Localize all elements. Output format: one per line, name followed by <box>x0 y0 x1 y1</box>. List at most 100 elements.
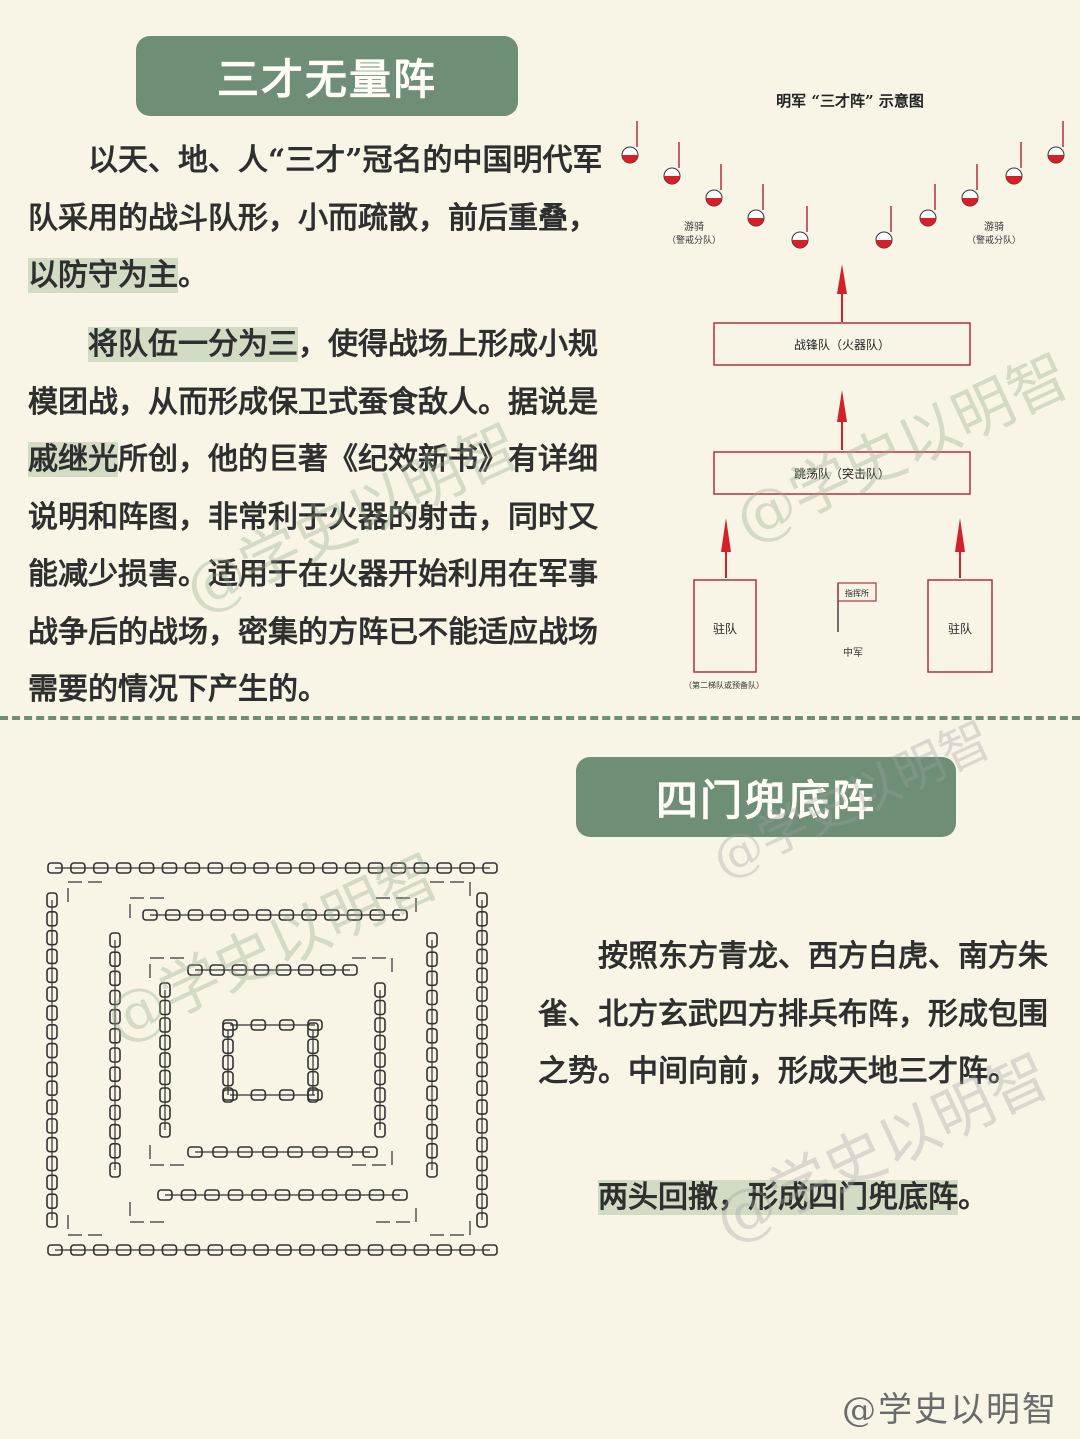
soldier-link-icon <box>287 1146 303 1158</box>
soldier-link-icon <box>476 1061 488 1078</box>
soldier-link-icon <box>476 967 488 984</box>
garrison-note: （第二梯队或预备队） <box>684 680 764 690</box>
soldier-link-icon <box>109 970 121 987</box>
soldier-link-icon <box>476 929 488 946</box>
soldier-link-icon <box>426 1047 438 1063</box>
soldier-link-icon <box>210 909 226 921</box>
highlight-defense: 以防守为主 <box>28 258 178 293</box>
soldier-link-icon <box>230 1244 246 1256</box>
soldier-link-icon <box>109 1085 121 1102</box>
soldier-link-icon <box>46 967 58 984</box>
soldier-link-icon <box>207 1244 224 1256</box>
soldier-link-icon <box>250 1019 267 1031</box>
soldier-link-icon <box>46 1061 58 1078</box>
garrison-right-box <box>927 579 993 673</box>
soldier-link-icon <box>222 1070 234 1087</box>
soldier-link-icon <box>426 1028 438 1044</box>
soldier-link-icon <box>476 892 488 908</box>
vanguard-label: 战锋队（火器队） <box>794 337 890 352</box>
soldier-link-icon <box>251 1189 267 1201</box>
section1-title: 三才无量阵 <box>136 36 518 116</box>
soldier-link-icon <box>222 1087 234 1103</box>
soldier-link-icon <box>233 909 249 921</box>
soldier-link-icon <box>46 1193 58 1209</box>
soldier-link-icon <box>459 1244 475 1256</box>
soldier-link-icon <box>159 982 171 998</box>
soldier-link-icon <box>298 1189 314 1201</box>
soldier-link-icon <box>231 964 248 976</box>
soldier-link-icon <box>187 909 204 921</box>
soldier-link-icon <box>46 1136 58 1153</box>
soldier-link-icon <box>46 1212 58 1228</box>
soldier-link-icon <box>307 1022 319 1038</box>
text-segment: 。 <box>958 1180 988 1215</box>
soldier-link-icon <box>344 862 361 874</box>
soldier-link-icon <box>321 1189 338 1201</box>
soldier-link-icon <box>374 1034 386 1051</box>
soldier-link-icon <box>476 1212 488 1228</box>
soldier-link-icon <box>459 862 475 874</box>
soldier-link-icon <box>159 1017 171 1033</box>
soldier-link-icon <box>392 909 408 921</box>
soldier-link-icon <box>46 1042 58 1059</box>
scout-right-sublabel: （警戒分队） <box>967 234 1021 246</box>
soldier-link-icon <box>46 1080 58 1097</box>
soldier-link-icon <box>392 1189 408 1201</box>
soldier-link-icon <box>204 1189 220 1201</box>
soldier-link-icon <box>109 1047 121 1063</box>
soldier-link-icon <box>342 964 358 976</box>
soldier-link-icon <box>426 1162 438 1178</box>
soldier-link-icon <box>374 982 386 998</box>
soldier-link-icon <box>46 948 58 965</box>
soldier-link-icon <box>426 1066 438 1082</box>
text-segment: 以天、地、人“三才”冠名的中国明代军队采用的战斗队形，小而疏散，前后重叠， <box>28 143 603 236</box>
author-signature: @学史以明智 <box>842 1390 1058 1430</box>
soldier-link-icon <box>46 1005 58 1021</box>
soldier-link-icon <box>476 1136 488 1153</box>
soldier-link-icon <box>253 1244 269 1256</box>
soldier-link-icon <box>142 909 158 921</box>
soldier-link-icon <box>374 999 386 1016</box>
arrow-up-icon <box>955 518 965 552</box>
section2-paragraph-1: 按照东方青龙、西方白虎、南方朱雀、北方玄武四方排兵布阵，形成包围之势。中间向前，… <box>538 939 1048 1089</box>
soldier-link-icon <box>275 964 292 976</box>
soldier-link-icon <box>278 909 295 921</box>
section-divider <box>0 716 1080 720</box>
garrison-left-box <box>693 579 757 673</box>
soldier-link-icon <box>164 909 181 921</box>
soldier-link-icon <box>312 1146 328 1158</box>
soldier-link-icon <box>115 1244 132 1256</box>
soldier-link-icon <box>161 862 178 874</box>
soldier-link-icon <box>476 911 488 927</box>
highlight-qi-jiguang: 戚继光 <box>28 442 118 477</box>
soldier-link-icon <box>212 1146 228 1158</box>
flag-fill <box>748 218 764 226</box>
vanguard-box <box>713 322 971 366</box>
soldier-link-icon <box>255 909 272 921</box>
soldier-link-icon <box>92 862 109 874</box>
soldier-link-icon <box>47 862 63 874</box>
soldier-link-icon <box>157 1189 173 1201</box>
soldier-link-icon <box>109 1123 121 1140</box>
soldier-link-icon <box>362 1146 378 1158</box>
diagram-title: 明军 “三才阵” 示意图 <box>776 92 924 110</box>
soldier-link-icon <box>159 1087 171 1103</box>
soldier-link-icon <box>476 1118 488 1134</box>
soldier-link-icon <box>46 1099 58 1115</box>
scout-right-label: 游骑 <box>984 220 1004 233</box>
soldier-link-icon <box>278 1089 295 1101</box>
soldier-link-icon <box>109 989 121 1006</box>
soldier-link-icon <box>426 1085 438 1102</box>
soldier-link-icon <box>274 1189 291 1201</box>
soldier-link-icon <box>278 1019 295 1031</box>
soldier-link-icon <box>476 1193 488 1209</box>
soldier-link-icon <box>307 1054 319 1071</box>
soldier-link-icon <box>209 964 225 976</box>
soldier-link-icon <box>184 862 201 874</box>
soldier-link-icon <box>230 862 246 874</box>
flag-fill <box>962 198 978 206</box>
soldier-link-icon <box>367 862 384 874</box>
soldier-link-icon <box>276 1244 292 1256</box>
soldier-link-icon <box>70 1244 86 1256</box>
soldier-link-icon <box>237 1146 253 1158</box>
